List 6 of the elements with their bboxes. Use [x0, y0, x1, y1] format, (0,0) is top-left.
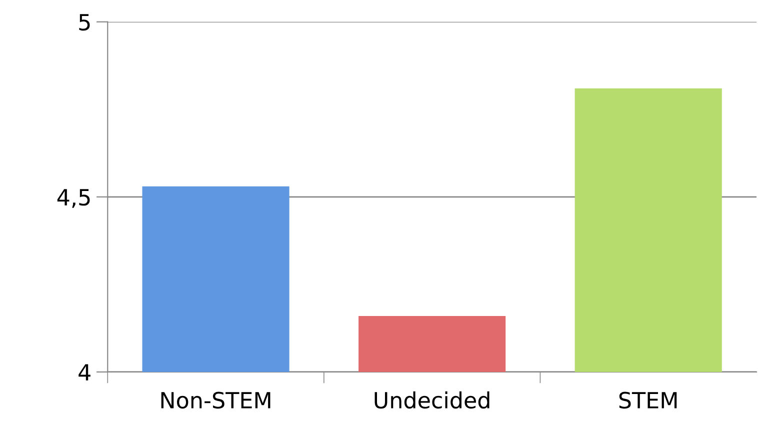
x-tick-label: STEM [619, 392, 677, 409]
x-tick-label: Non-STEM [161, 392, 270, 409]
y-tick-label: 4 [78, 364, 90, 380]
x-tick-label: Undecided [374, 391, 490, 409]
y-tick-label: 4,5 [57, 189, 90, 208]
y-tick-label: 5 [79, 14, 90, 31]
